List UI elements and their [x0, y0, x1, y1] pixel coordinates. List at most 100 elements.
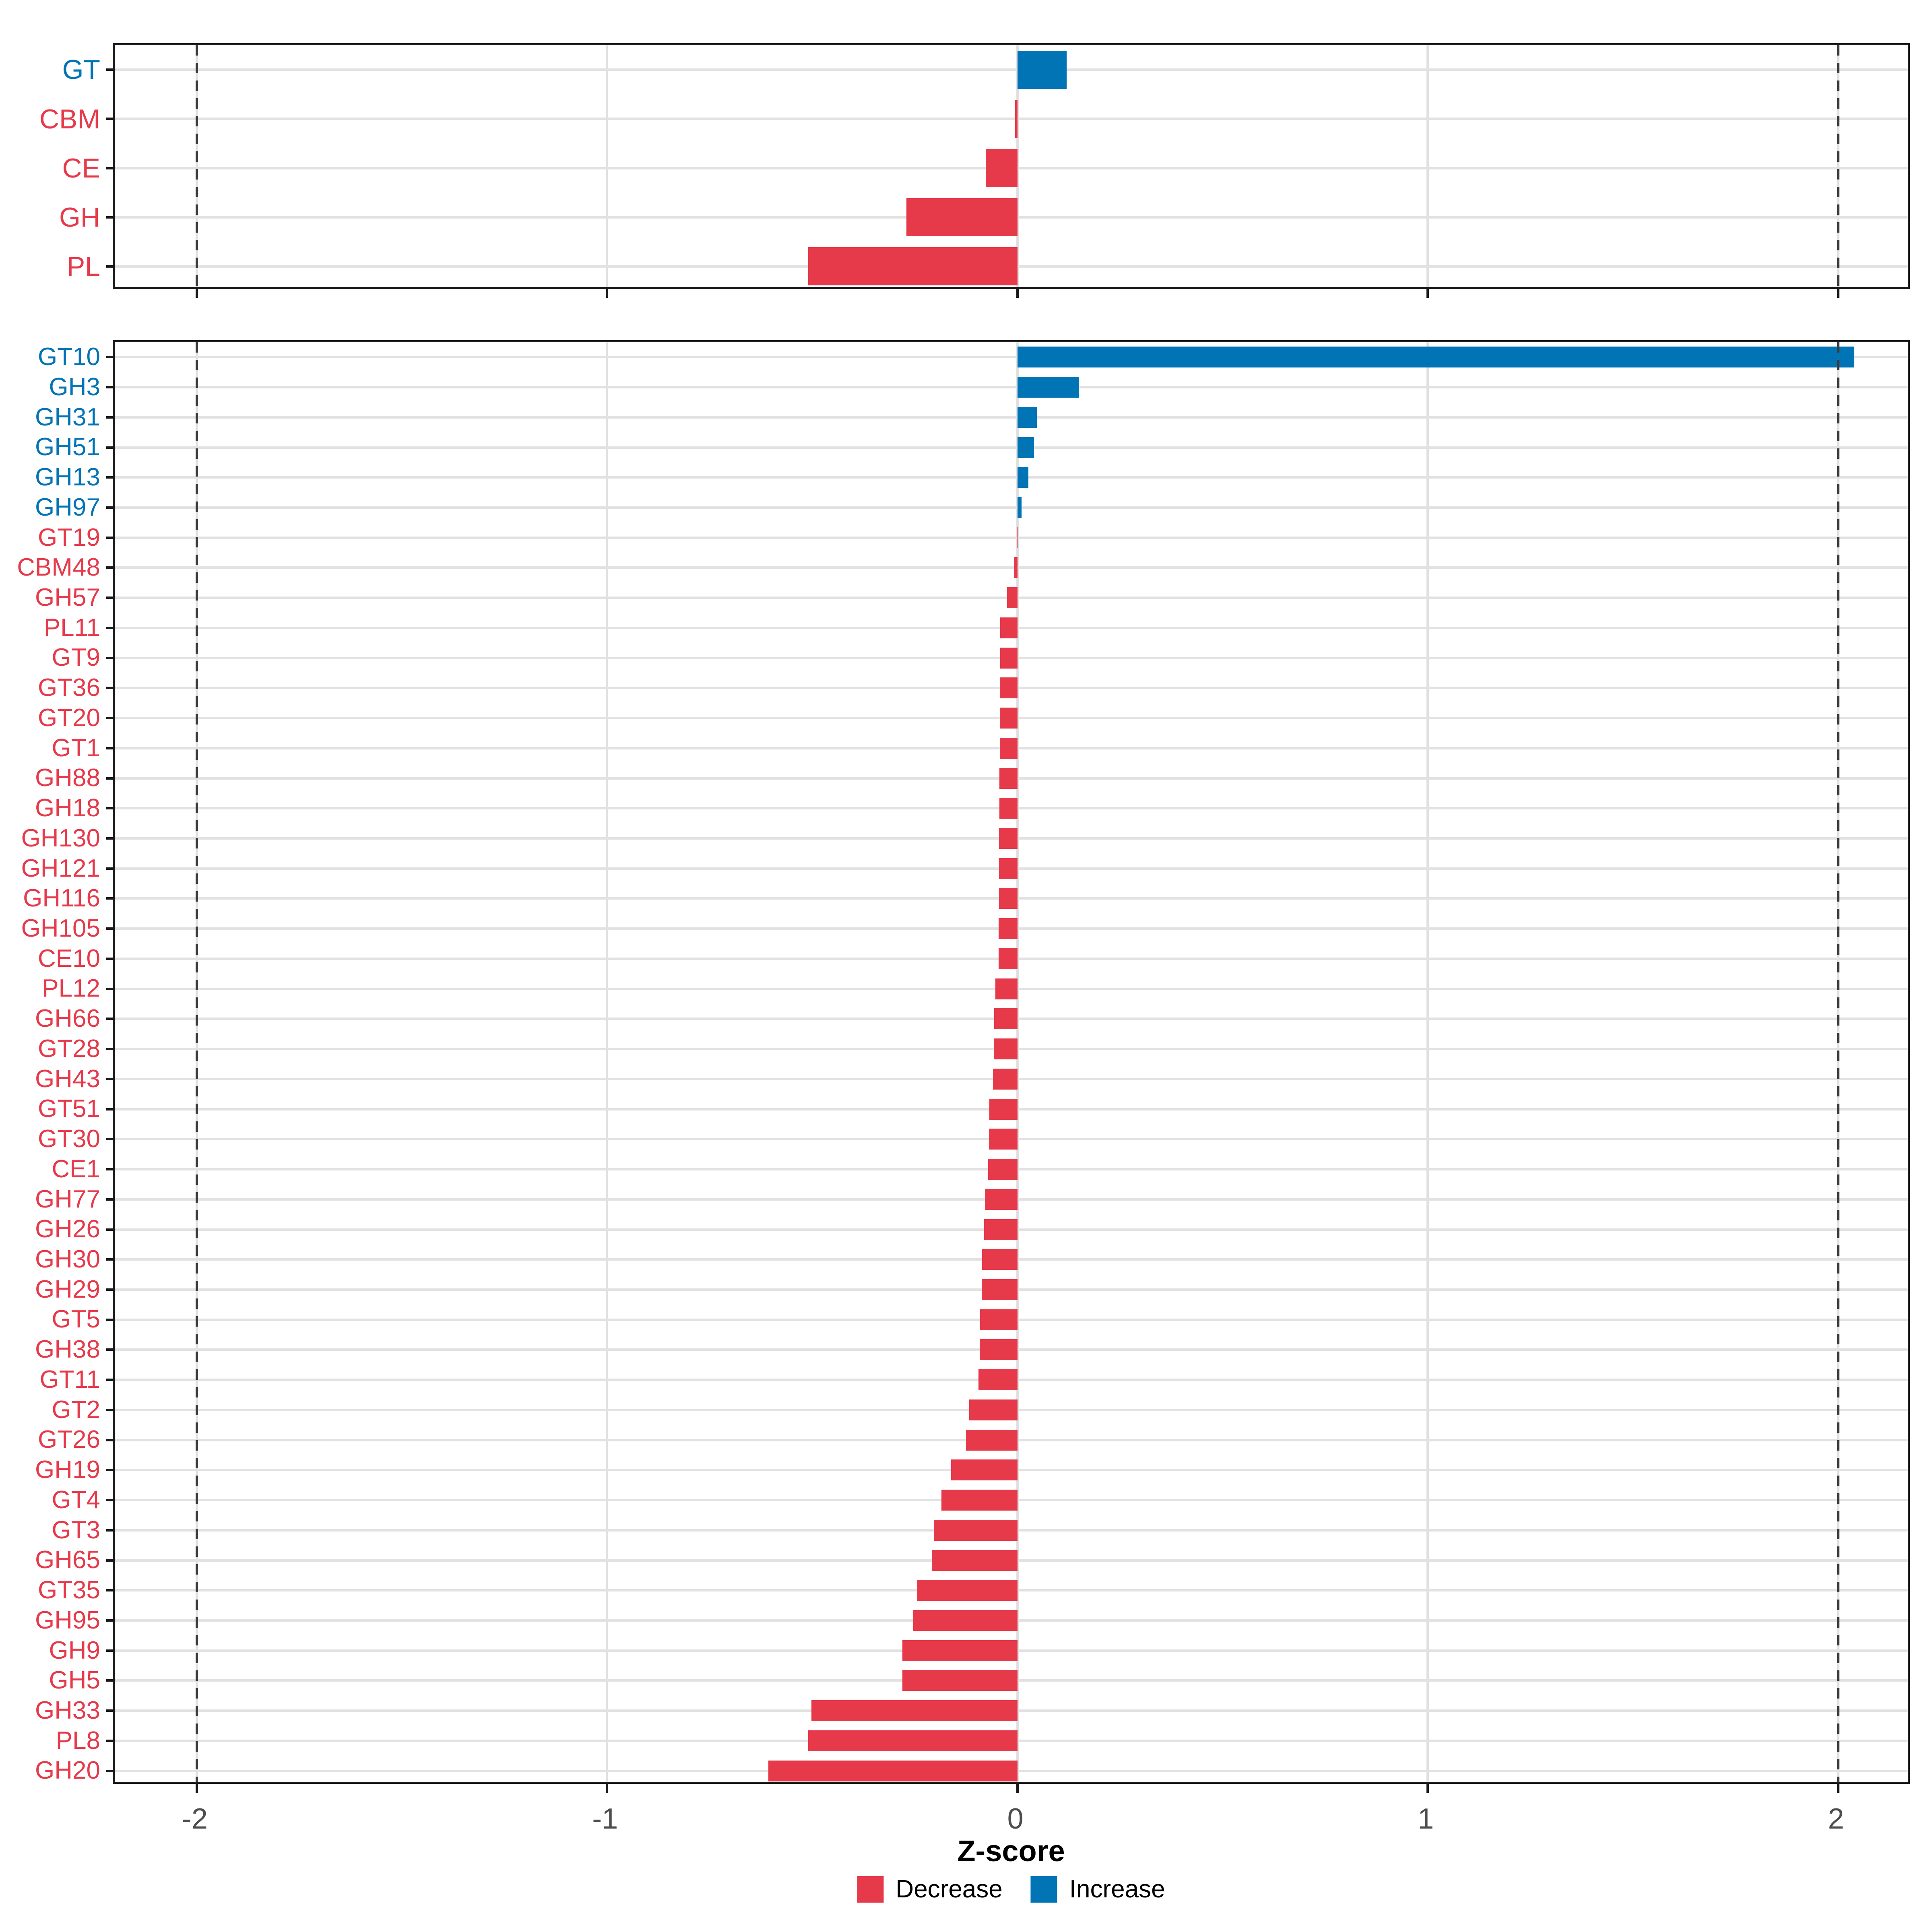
bar-decrease — [969, 1399, 1018, 1420]
bar-decrease — [916, 1580, 1018, 1601]
y-axis-tick — [106, 1228, 113, 1231]
x-axis-tick — [1426, 1784, 1429, 1793]
y-axis-tick — [106, 1048, 113, 1051]
bar-decrease — [933, 1520, 1018, 1541]
bar-decrease — [982, 1279, 1018, 1300]
y-axis-tick — [106, 1469, 113, 1472]
horizontal-gridline — [115, 536, 1908, 539]
y-axis-tick — [106, 476, 113, 479]
x-axis-tick — [1016, 289, 1019, 298]
x-axis-tick — [195, 289, 198, 298]
category-label: GH3 — [49, 373, 100, 401]
bar-decrease — [994, 1008, 1018, 1029]
y-axis-tick — [106, 446, 113, 449]
category-label: GH13 — [35, 463, 100, 491]
y-axis-tick — [106, 1077, 113, 1080]
category-label: GT10 — [37, 343, 100, 371]
category-label: GH130 — [21, 824, 100, 852]
vertical-gridline — [606, 45, 609, 287]
y-axis-tick — [106, 118, 113, 120]
x-axis-tick-label: -2 — [182, 1803, 208, 1835]
category-label: GT2 — [52, 1396, 100, 1424]
legend-label-increase: Increase — [1069, 1875, 1165, 1903]
category-label: CE10 — [37, 945, 100, 972]
y-axis-tick — [106, 68, 113, 71]
bar-decrease — [999, 677, 1018, 698]
x-axis-tick — [1426, 289, 1429, 298]
y-axis-tick — [106, 1408, 113, 1411]
y-axis-tick — [106, 1018, 113, 1020]
y-axis-tick — [106, 1168, 113, 1171]
category-label: GH43 — [35, 1065, 100, 1093]
y-axis-tick — [106, 626, 113, 629]
bar-decrease — [980, 1309, 1018, 1330]
category-label: GH31 — [35, 403, 100, 431]
y-axis-tick — [106, 1198, 113, 1201]
category-label: GH116 — [23, 884, 100, 912]
bar-decrease — [1007, 587, 1018, 608]
bar-decrease — [951, 1459, 1018, 1480]
x-axis-tick — [606, 289, 609, 298]
bar-increase — [1017, 347, 1855, 367]
category-label: GT3 — [52, 1516, 100, 1544]
bar-decrease — [1017, 527, 1018, 548]
horizontal-gridline — [115, 68, 1908, 71]
category-label: GH121 — [21, 855, 100, 882]
bar-decrease — [808, 247, 1018, 285]
category-label: GT35 — [37, 1576, 100, 1604]
category-label: GT11 — [39, 1366, 100, 1393]
y-axis-tick — [106, 1769, 113, 1772]
x-axis-tick-label: 2 — [1828, 1803, 1844, 1835]
horizontal-gridline — [115, 476, 1908, 479]
bar-decrease — [811, 1700, 1018, 1721]
category-label: GT26 — [37, 1426, 100, 1453]
y-axis-tick — [106, 1318, 113, 1321]
y-axis-tick — [106, 356, 113, 359]
y-axis-tick — [106, 1379, 113, 1381]
x-axis-tick — [1837, 289, 1839, 298]
bar-decrease — [999, 738, 1018, 759]
category-label: PL11 — [43, 614, 100, 642]
bar-decrease — [902, 1640, 1018, 1661]
bar-decrease — [982, 1249, 1018, 1270]
category-label: CBM — [39, 104, 100, 134]
y-axis-tick — [106, 1529, 113, 1532]
y-axis-tick — [106, 1348, 113, 1351]
bar-decrease — [1000, 648, 1018, 669]
vertical-gridline — [1426, 342, 1429, 1782]
bar-decrease — [999, 888, 1018, 909]
bar-decrease — [941, 1490, 1018, 1511]
category-label: GH33 — [35, 1697, 100, 1724]
y-axis-tick — [106, 1739, 113, 1742]
y-axis-tick — [106, 416, 113, 419]
bar-decrease — [999, 828, 1018, 849]
y-axis-tick — [106, 1589, 113, 1592]
dashed-reference-line — [1837, 342, 1839, 1782]
y-axis-tick — [106, 536, 113, 539]
panel-cazyme-classes: GT CBM CE GH PL — [39, 43, 1910, 298]
vertical-gridline — [1016, 342, 1019, 1782]
decrease-swatch-icon — [857, 1876, 884, 1903]
bar-decrease — [902, 1670, 1018, 1691]
bar-decrease — [808, 1730, 1018, 1751]
category-label: GT30 — [37, 1125, 100, 1153]
category-label: GH88 — [35, 764, 100, 792]
category-label: GH65 — [35, 1546, 100, 1574]
bar-decrease — [979, 1339, 1018, 1360]
category-label: GH30 — [35, 1245, 100, 1273]
bar-increase — [1017, 497, 1022, 518]
horizontal-gridline — [115, 356, 1908, 359]
bar-decrease — [995, 978, 1018, 999]
vertical-gridline — [606, 342, 609, 1782]
category-label: GH97 — [35, 493, 100, 521]
category-label: GH29 — [35, 1276, 100, 1303]
category-label: GT5 — [52, 1305, 100, 1333]
vertical-gridline — [1426, 45, 1429, 287]
category-label: CE — [62, 153, 100, 184]
category-label: GH9 — [49, 1637, 100, 1664]
y-axis-tick — [106, 1138, 113, 1141]
bar-decrease — [985, 1189, 1018, 1210]
increase-swatch-icon — [1030, 1876, 1057, 1903]
category-label: GT36 — [37, 674, 100, 702]
